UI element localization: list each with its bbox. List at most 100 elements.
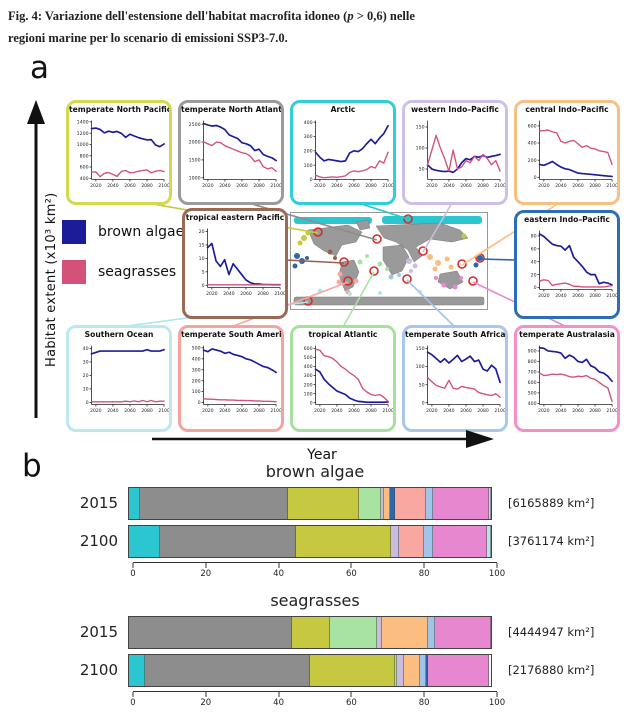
svg-text:300: 300	[192, 367, 201, 373]
segment-tropical-atlantic	[329, 616, 377, 648]
chart-temperate-australasia: temperate Australasia 400 500 600 700 800 900 2…	[514, 325, 620, 432]
chart-temperate-north-pacific: temperate North Pacific 400 600 800 1000 1200…	[66, 100, 172, 205]
svg-text:2080: 2080	[141, 408, 153, 414]
svg-text:2080: 2080	[365, 183, 377, 189]
segment-arctic	[129, 487, 140, 519]
segment-temperate-south-africa	[424, 525, 434, 557]
figure-caption-line2: regioni marine per lo scenario di emissi…	[8, 32, 608, 45]
svg-text:400: 400	[80, 176, 89, 182]
svg-text:2100: 2100	[270, 183, 281, 189]
chart-western-indo-pacific: western Indo–Pacific 50 100 150 2020 2040 2060…	[402, 100, 508, 205]
svg-text:600: 600	[528, 380, 537, 386]
svg-text:100: 100	[416, 364, 425, 370]
chart-title: temperate North Pacific	[69, 105, 169, 114]
axis-tick	[278, 563, 280, 568]
segment-temperate-south-africa	[427, 616, 435, 648]
chart-title: Southern Ocean	[84, 330, 154, 339]
axis-tick	[132, 563, 134, 568]
axis-tick-label: 0	[130, 698, 136, 708]
svg-text:200: 200	[304, 148, 313, 154]
svg-text:0: 0	[198, 400, 201, 406]
svg-text:2060: 2060	[236, 183, 248, 189]
svg-text:20: 20	[531, 272, 537, 278]
segment-temperate-south-america	[395, 487, 426, 519]
seagrasses-bar-title: seagrasses	[270, 591, 360, 610]
segment-eastern-indo-pacific	[389, 487, 396, 519]
bar-row-2015: 2015 [6165889 km²]	[0, 486, 634, 520]
segment-tropical-atlantic	[358, 487, 381, 519]
bar-year-label: 2015	[79, 623, 118, 641]
chart-title: tropical Atlantic	[308, 330, 378, 339]
axis-tick-label: 80	[418, 698, 430, 708]
bar-total-label: [4444947 km²]	[508, 625, 595, 639]
svg-text:400: 400	[304, 364, 313, 370]
axis-tick	[496, 563, 498, 568]
panel-a: Habitat extent (x10³ km²) brown algae se…	[0, 60, 634, 463]
chart-plot: 0 100 200 300 400 500 600 2020 2040 2060 2080 2100	[304, 345, 393, 414]
svg-text:100: 100	[304, 391, 313, 397]
chart-eastern-indo-pacific: eastern Indo–Pacific 0 20 40 60 80 2020 2040 206…	[514, 210, 620, 319]
svg-text:2040: 2040	[443, 408, 455, 414]
bar-row-2100: 2100 [2176880 km²]	[0, 653, 634, 687]
svg-text:2020: 2020	[426, 183, 438, 189]
segment-temperate-south-america	[398, 525, 424, 557]
chart-plot: 400 600 800 1000 1200 1400 2020 2040 2060 2080 210…	[77, 120, 169, 189]
segment-western-indo-pacific	[396, 654, 405, 686]
svg-text:2100: 2100	[606, 293, 617, 299]
svg-text:2080: 2080	[253, 408, 265, 414]
svg-text:2020: 2020	[426, 408, 438, 414]
stacked-bar	[128, 524, 492, 558]
bar-row-2100: 2100 [3761174 km²]	[0, 524, 634, 558]
svg-text:100: 100	[192, 389, 201, 395]
svg-text:500: 500	[304, 355, 313, 361]
chart-title: temperate South Africa	[405, 330, 505, 339]
svg-text:2100: 2100	[606, 408, 617, 414]
svg-text:50: 50	[419, 382, 425, 388]
svg-text:100: 100	[416, 146, 425, 152]
svg-text:40: 40	[531, 259, 537, 265]
svg-text:20: 20	[83, 373, 89, 379]
axis-tick-label: 40	[273, 698, 285, 708]
chart-plot: 400 500 600 700 800 900 2020 2040 2060 2080 2100	[528, 345, 617, 414]
svg-text:2080: 2080	[589, 408, 601, 414]
svg-text:2040: 2040	[331, 408, 343, 414]
panel-a-legend: brown algae seagrasses	[62, 220, 184, 300]
svg-text:2080: 2080	[589, 293, 601, 299]
figure-caption-line1: Fig. 4: Variazione dell'estensione dell'…	[8, 10, 608, 23]
svg-text:2040: 2040	[219, 408, 231, 414]
svg-text:300: 300	[304, 373, 313, 379]
axis-tick-label: 20	[200, 698, 212, 708]
svg-text:2100: 2100	[382, 408, 393, 414]
svg-text:400: 400	[528, 141, 537, 147]
svg-text:15: 15	[199, 243, 205, 249]
svg-text:2080: 2080	[253, 183, 265, 189]
svg-text:0: 0	[310, 400, 313, 406]
segment-temperate-australasia	[434, 616, 491, 648]
segment-central-indo-pacific	[384, 487, 390, 519]
svg-text:200: 200	[528, 158, 537, 164]
svg-text:2100: 2100	[606, 183, 617, 189]
axis-tick	[423, 692, 425, 697]
bar-x-axis: 0 20 40 60 80 100	[130, 562, 505, 581]
svg-text:2060: 2060	[240, 291, 252, 297]
axis-tick-label: 0	[130, 569, 136, 579]
svg-text:400: 400	[192, 356, 201, 362]
seagrasses-label: seagrasses	[98, 264, 177, 280]
svg-text:500: 500	[528, 391, 537, 397]
caption-text: Fig. 4: Variazione dell'estensione dell'…	[8, 9, 348, 23]
svg-text:10: 10	[83, 387, 89, 393]
svg-text:800: 800	[528, 359, 537, 365]
legend-item-seagrasses: seagrasses	[62, 260, 184, 284]
svg-text:0: 0	[202, 283, 205, 289]
svg-text:2060: 2060	[572, 183, 584, 189]
panel-a-label: a	[30, 50, 49, 86]
svg-text:2040: 2040	[555, 293, 567, 299]
svg-text:2080: 2080	[589, 183, 601, 189]
segment-western-indo-pacific	[376, 616, 383, 648]
svg-text:200: 200	[192, 378, 201, 384]
chart-plot: 0 10 20 30 40 2020 2040 2060 2080 2100	[83, 345, 169, 414]
svg-text:400: 400	[304, 120, 313, 126]
svg-text:2020: 2020	[206, 291, 218, 297]
